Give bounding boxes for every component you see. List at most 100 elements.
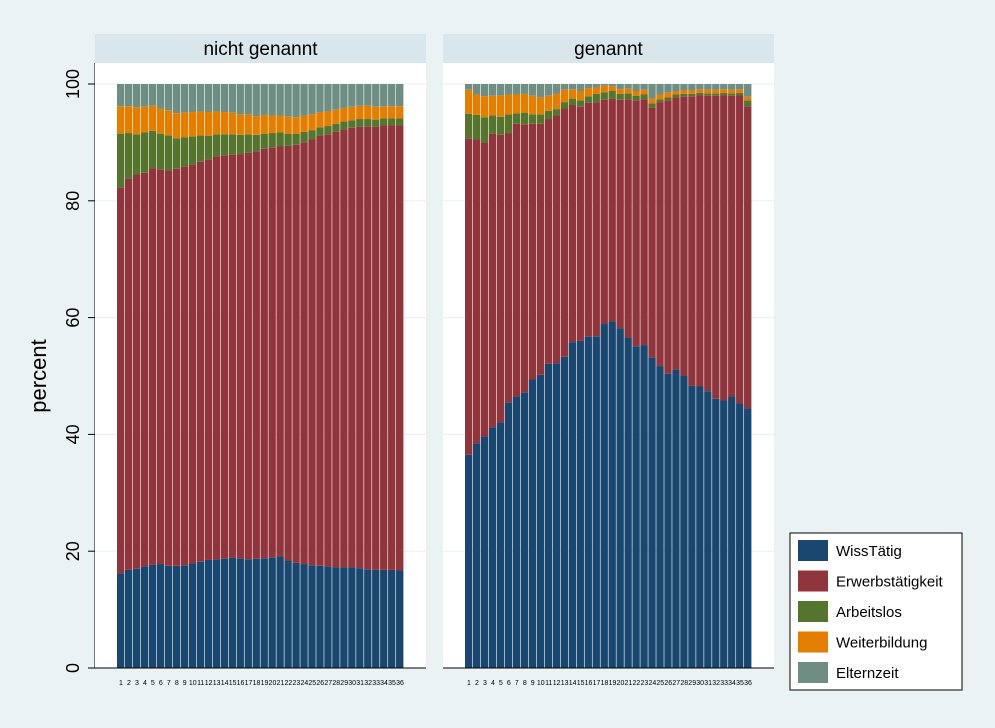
panel-1-bar-33-wisstätig xyxy=(372,569,380,668)
panel-2-x-tick-label-23: 23 xyxy=(640,680,648,687)
panel-2-bar-23-wisstätig xyxy=(640,345,648,668)
panel-2-bar-1-elternzeit xyxy=(465,84,473,90)
panel-1-bar-11-erwerbstätigkeit xyxy=(196,161,205,562)
panel-1-bar-35-weiterbildung xyxy=(388,106,396,119)
panel-2-bar-33-erwerbstätigkeit xyxy=(720,95,728,401)
panel-1-bar-23-wisstätig xyxy=(292,562,300,668)
panel-2-bar-16-erwerbstätigkeit xyxy=(584,102,592,337)
panel-2-bar-9-arbeitslos xyxy=(528,114,537,124)
panel-1-bar-24-erwerbstätigkeit xyxy=(300,142,308,565)
panel-2-bar-9-elternzeit xyxy=(528,84,537,96)
panel-1-bar-30-weiterbildung xyxy=(348,106,356,121)
panel-1-x-tick-label-12: 12 xyxy=(205,680,213,687)
panel-2-x-tick-label-3: 3 xyxy=(483,680,487,687)
panel-1-x-tick-label-2: 2 xyxy=(127,680,131,687)
panel-1-bar-4-arbeitslos xyxy=(140,132,149,173)
panel-2-bar-24-weiterbildung xyxy=(648,98,656,104)
panel-2-bar-24-erwerbstätigkeit xyxy=(648,107,656,358)
panel-2-bar-7-wisstätig xyxy=(512,396,521,668)
panel-1-bar-29-arbeitslos xyxy=(340,121,348,130)
legend-label-elternzeit: Elternzeit xyxy=(836,665,899,682)
panel-1-bar-28-elternzeit xyxy=(332,84,340,110)
panel-1-bar-16-erwerbstätigkeit xyxy=(236,154,244,559)
panel-1-bar-5-wisstätig xyxy=(148,564,157,668)
legend-swatch-elternzeit xyxy=(798,662,828,683)
panel-1-bar-10-wisstätig xyxy=(188,563,197,668)
panel-2-bar-6-arbeitslos xyxy=(504,114,513,134)
panel-2-bar-34-erwerbstätigkeit xyxy=(728,95,736,397)
panel-2-bar-8-weiterbildung xyxy=(520,93,529,113)
panel-2-bar-17-elternzeit xyxy=(592,84,600,88)
panel-2-bar-24-arbeitslos xyxy=(648,103,656,108)
panel-1-bar-7-erwerbstätigkeit xyxy=(164,171,173,566)
panel-1-bar-27-wisstätig xyxy=(324,566,332,668)
panel-1-x-tick-label-10: 10 xyxy=(189,680,197,687)
panel-1-bar-32-elternzeit xyxy=(364,84,372,106)
panel-2-bar-35-arbeitslos xyxy=(736,92,744,96)
panel-2-bar-2-erwerbstätigkeit xyxy=(472,139,481,444)
panel-2-x-tick-label-36: 36 xyxy=(744,680,752,687)
panel-2-bar-4-wisstätig xyxy=(488,427,497,668)
panel-1-bar-20-wisstätig xyxy=(268,557,276,668)
panel-1-bar-27-erwerbstätigkeit xyxy=(324,134,332,567)
panel-2-bar-23-weiterbildung xyxy=(640,89,648,95)
panel-1-bar-17-weiterbildung xyxy=(244,114,252,135)
panel-2-bar-15-weiterbildung xyxy=(576,91,584,101)
panel-1-bar-12-weiterbildung xyxy=(204,112,213,136)
panel-2-x-tick-label-17: 17 xyxy=(593,680,601,687)
panel-1-bar-18-wisstätig xyxy=(252,558,260,668)
panel-1-bar-6-wisstätig xyxy=(156,564,165,668)
panel-1-bar-19-wisstätig xyxy=(260,558,268,668)
panel-1-bar-31-erwerbstätigkeit xyxy=(356,126,364,569)
panel-2-bar-26-elternzeit xyxy=(664,84,672,93)
panel-2-bar-12-arbeitslos xyxy=(552,109,561,116)
panel-2-bar-7-weiterbildung xyxy=(512,94,521,114)
panel-2-bar-23-erwerbstätigkeit xyxy=(640,99,648,346)
y-tick-label-5: 100 xyxy=(63,69,83,99)
panel-2-bar-14-arbeitslos xyxy=(568,98,577,106)
panel-2-bar-27-arbeitslos xyxy=(672,94,680,98)
panel-1-bar-23-weiterbildung xyxy=(292,117,300,134)
panel-1-x-tick-label-3: 3 xyxy=(135,680,139,687)
panel-1-bar-13-elternzeit xyxy=(212,84,221,112)
panel-2-bar-29-wisstätig xyxy=(688,385,696,668)
panel-1-title-bar xyxy=(95,34,426,63)
y-tick-label-2: 40 xyxy=(63,424,83,444)
panel-2-bar-30-wisstätig xyxy=(696,386,704,668)
panel-1-bar-6-elternzeit xyxy=(156,84,165,109)
legend-label-erwerbstätigkeit: Erwerbstätigkeit xyxy=(836,574,944,591)
panel-1-bar-5-arbeitslos xyxy=(148,130,157,169)
panel-2-bar-23-elternzeit xyxy=(640,84,648,90)
panel-1-bar-3-arbeitslos xyxy=(132,134,141,175)
panel-2-bar-34-wisstätig xyxy=(728,396,736,668)
panel-1-bar-35-arbeitslos xyxy=(388,118,396,126)
panel-2-bar-12-wisstätig xyxy=(552,363,561,668)
panel-1-bar-27-weiterbildung xyxy=(324,111,332,127)
panel-2-bar-7-arbeitslos xyxy=(512,113,521,124)
panel-2-bar-27-wisstätig xyxy=(672,369,680,668)
panel-1-bar-4-weiterbildung xyxy=(140,106,149,133)
panel-1-bar-14-elternzeit xyxy=(220,84,229,113)
panel-2-bar-17-arbeitslos xyxy=(592,93,600,103)
panel-2-bar-31-weiterbildung xyxy=(704,89,712,94)
panel-1-bar-20-elternzeit xyxy=(268,84,276,116)
panel-2-x-tick-label-28: 28 xyxy=(680,680,688,687)
panel-1-x-tick-label-26: 26 xyxy=(316,680,324,687)
panel-1-bar-21-elternzeit xyxy=(276,84,284,116)
panel-1-bar-15-erwerbstätigkeit xyxy=(228,154,236,558)
panel-2-bar-14-elternzeit xyxy=(568,84,577,90)
panel-2-bar-25-elternzeit xyxy=(656,84,664,95)
panel-2-bar-22-elternzeit xyxy=(632,84,640,92)
panel-2-x-tick-label-27: 27 xyxy=(672,680,680,687)
panel-1-bar-19-elternzeit xyxy=(260,84,268,115)
panel-2-bar-30-arbeitslos xyxy=(696,92,704,96)
panel-2-bar-22-weiterbildung xyxy=(632,91,640,96)
panel-1-bar-18-elternzeit xyxy=(252,84,260,117)
panel-1-bar-4-erwerbstätigkeit xyxy=(140,172,149,567)
panel-1-bar-31-wisstätig xyxy=(356,568,364,668)
panel-1-bar-21-erwerbstätigkeit xyxy=(276,146,284,557)
panel-2-bar-25-erwerbstätigkeit xyxy=(656,102,664,367)
panel-2-bar-21-wisstätig xyxy=(624,337,632,668)
panel-1-bar-30-wisstätig xyxy=(348,567,356,668)
